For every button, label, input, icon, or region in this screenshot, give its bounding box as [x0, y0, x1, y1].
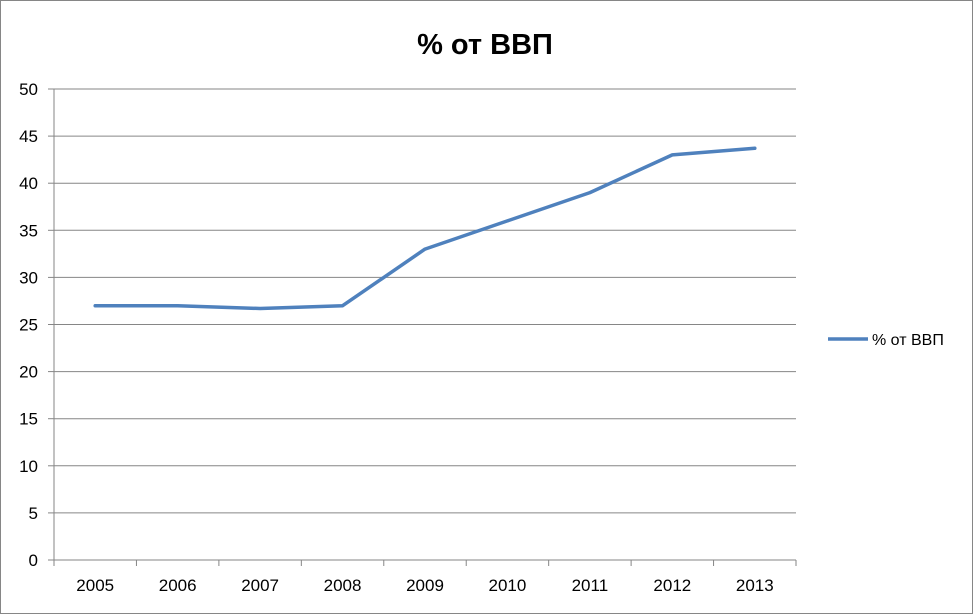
x-tick-label: 2013 [736, 576, 774, 595]
data-point [341, 304, 345, 308]
y-tick-label: 10 [19, 457, 38, 476]
legend: % от ВВП [828, 332, 944, 349]
x-tick-label: 2005 [76, 576, 114, 595]
series-group [93, 146, 757, 311]
y-tick-label: 25 [19, 316, 38, 335]
y-tick-label: 50 [19, 80, 38, 99]
y-tick-label: 20 [19, 363, 38, 382]
data-point [670, 153, 674, 157]
grid [54, 88, 796, 514]
data-point [176, 304, 180, 308]
chart-title: % от ВВП [417, 29, 553, 61]
y-tick-label: 15 [19, 410, 38, 429]
x-tick-label: 2012 [653, 576, 691, 595]
x-tick-label: 2011 [572, 576, 609, 595]
y-tick-label: 5 [29, 504, 38, 523]
data-point [753, 146, 757, 150]
y-tick-label: 40 [19, 174, 38, 193]
y-tick-label: 30 [19, 268, 38, 287]
data-point [93, 304, 97, 308]
legend-series-label: % от ВВП [872, 332, 944, 349]
data-point [588, 191, 592, 195]
x-tick-label: 2009 [406, 576, 444, 595]
x-tick-label: 2007 [241, 576, 279, 595]
series-line-0 [93, 146, 757, 311]
x-tick-label: 2006 [159, 576, 197, 595]
y-tick-label: 0 [29, 551, 38, 570]
data-point [423, 247, 427, 251]
data-point [258, 306, 262, 310]
y-axis-ticks: 0 5 10 15 20 25 30 35 40 45 50 [19, 80, 38, 570]
x-axis [48, 88, 797, 566]
data-point [505, 219, 509, 223]
x-tick-label: 2008 [324, 576, 362, 595]
x-axis-ticks: 2005 2006 2007 2008 2009 2010 2011 2012 2013 [76, 576, 773, 595]
y-tick-label: 45 [19, 127, 38, 146]
x-tick-label: 2010 [489, 576, 527, 595]
y-tick-label: 35 [19, 221, 38, 240]
